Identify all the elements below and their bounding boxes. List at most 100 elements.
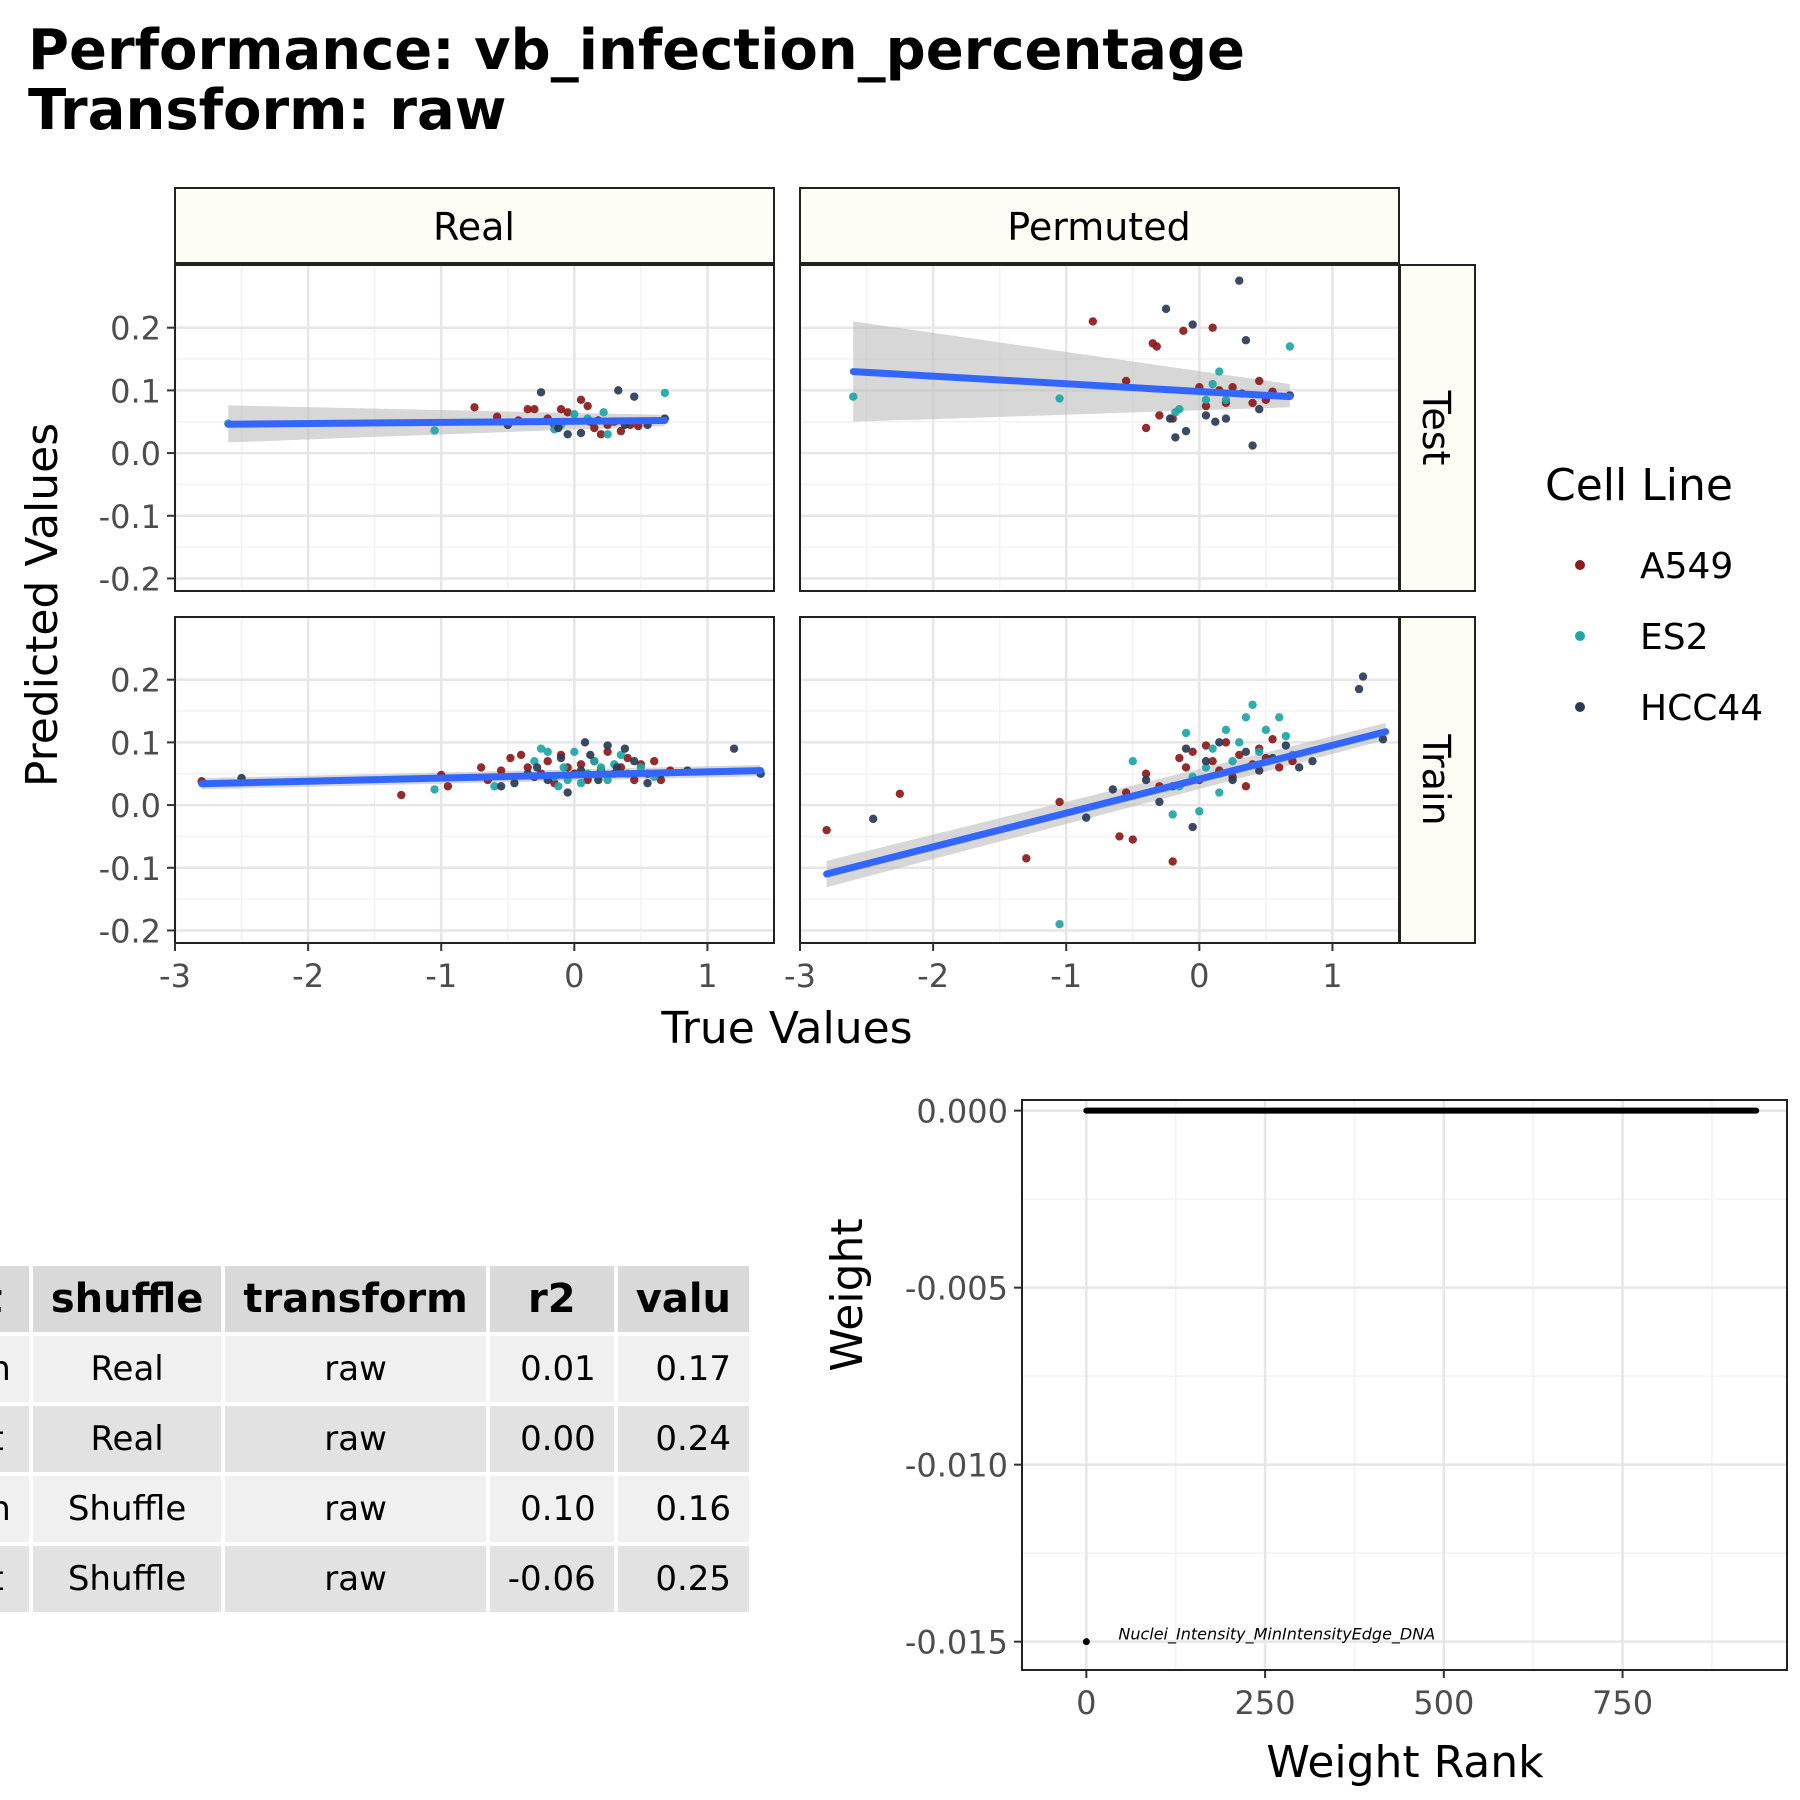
facet-strips: Real Permuted Test Train — [174, 187, 1476, 944]
x-tick-label: 750 — [1592, 1684, 1653, 1722]
panel-real-test — [173, 264, 775, 592]
y-tick-label: 0.1 — [110, 724, 161, 762]
point-es2 — [1195, 807, 1204, 816]
point-es2 — [1221, 725, 1231, 735]
legend-key-hcc44 — [1575, 702, 1585, 712]
point-hcc44 — [1235, 276, 1244, 285]
point-es2 — [660, 388, 670, 398]
cell-fit: est — [0, 1406, 29, 1472]
point-es2 — [1285, 342, 1295, 351]
point-hcc44 — [620, 744, 630, 753]
panel-background — [800, 617, 1399, 943]
cell-value: 0.25 — [617, 1546, 750, 1612]
panel-permuted-train — [798, 616, 1400, 944]
y-tick-label: -0.1 — [99, 498, 161, 536]
point-a549 — [590, 423, 599, 433]
point-hcc44 — [1141, 775, 1151, 785]
cell-transform: raw — [225, 1546, 486, 1612]
point-hcc44 — [580, 738, 590, 747]
point-es2 — [1168, 810, 1177, 819]
point-a549 — [563, 408, 572, 417]
point-es2 — [596, 763, 606, 772]
table-row: rain Real raw 0.01 0.17 — [0, 1336, 750, 1402]
point-hcc44 — [1161, 304, 1171, 314]
point-es2 — [849, 392, 858, 401]
point-es2 — [490, 782, 499, 791]
strip-train — [1399, 616, 1476, 944]
point-hcc44 — [1241, 336, 1251, 345]
strip-label-permuted: Permuted — [1007, 205, 1190, 249]
y-tick-label: -0.1 — [99, 850, 161, 888]
point-a549 — [1055, 797, 1064, 807]
point-hcc44 — [1255, 766, 1264, 775]
x-tick-label: 0 — [564, 957, 584, 995]
table-row: est Real raw 0.00 0.24 — [0, 1406, 750, 1472]
metrics-table-viewport: fit shuffle transform r2 valu rain Real … — [0, 1262, 803, 1632]
col-header-shuffle: shuffle — [32, 1266, 222, 1332]
point-a549 — [576, 395, 586, 404]
legend-key-es2 — [1575, 631, 1585, 641]
legend: Cell Line A549 ES2 HCC44 — [1545, 460, 1763, 729]
point-hcc44 — [1228, 775, 1237, 785]
point-hcc44 — [1188, 320, 1197, 329]
point-hcc44 — [1358, 672, 1368, 681]
y-tick-label: 0.0 — [110, 787, 161, 825]
y-tick-label: 0.2 — [110, 662, 161, 700]
weight-panel-border — [1021, 1099, 1788, 1671]
point-es2 — [576, 778, 586, 788]
strip-label-train: Train — [1414, 733, 1458, 825]
fit-line — [224, 416, 669, 428]
point-es2 — [543, 747, 552, 756]
point-a549 — [476, 763, 486, 772]
point-a549 — [1022, 854, 1031, 863]
point-a549 — [397, 790, 406, 800]
point-hcc44 — [612, 763, 622, 772]
point-hcc44 — [1188, 822, 1197, 832]
point-hcc44 — [1108, 785, 1118, 794]
y-tick-label: 0.0 — [110, 435, 161, 473]
table-row: est Shuffle raw -0.06 0.25 — [0, 1546, 750, 1612]
weight-y-axis-title: Weight — [822, 1218, 873, 1371]
point-a549 — [616, 426, 626, 436]
point-a549 — [1208, 323, 1217, 332]
point-es2 — [530, 756, 539, 766]
point-es2 — [430, 785, 439, 794]
point-a549 — [496, 766, 506, 775]
point-a549 — [516, 750, 526, 760]
cell-shuffle: Shuffle — [32, 1476, 222, 1542]
point-es2 — [1201, 395, 1211, 404]
y-axis-title: Predicted Values — [17, 423, 68, 787]
point-a549 — [1248, 398, 1257, 408]
panel-permuted-test — [798, 264, 1400, 592]
point-hcc44 — [1181, 426, 1191, 436]
point-es2 — [570, 747, 579, 756]
point-hcc44 — [563, 430, 572, 439]
panel-border — [174, 264, 775, 592]
cell-shuffle: Shuffle — [32, 1546, 222, 1612]
point-a549 — [603, 747, 612, 756]
point-hcc44 — [1294, 763, 1304, 772]
point-a549 — [506, 753, 515, 763]
point-es2 — [1228, 756, 1237, 766]
point-a549 — [656, 775, 666, 785]
weight-panel-background — [1022, 1100, 1787, 1670]
y-tick-label: -0.2 — [99, 560, 161, 598]
weight-x-axis-title: Weight Rank — [1266, 1737, 1544, 1788]
point-a549 — [1221, 738, 1231, 747]
point-es2 — [1261, 725, 1271, 735]
panel-border — [174, 616, 775, 944]
point-a549 — [1175, 753, 1184, 763]
strip-label-test: Test — [1414, 390, 1458, 466]
strip-permuted — [799, 187, 1400, 264]
point-hcc44 — [1354, 684, 1364, 694]
facet-axes: True Values Predicted Values -0.2 -0.1 0.0… — [17, 310, 1343, 1054]
point-a549 — [1201, 741, 1211, 750]
point-es2 — [1055, 394, 1064, 403]
fit-line — [198, 767, 765, 788]
point-hcc44 — [643, 778, 652, 788]
y-tick-label: 0.000 — [916, 1093, 1008, 1131]
point-hcc44 — [1215, 738, 1224, 747]
legend-label-es2: ES2 — [1640, 617, 1709, 658]
point-hcc44 — [1308, 756, 1317, 766]
point-hcc44 — [1221, 414, 1231, 423]
